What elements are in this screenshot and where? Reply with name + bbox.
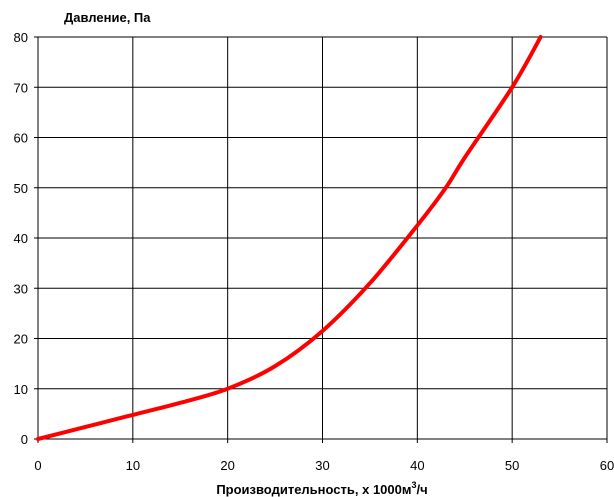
- x-tick-label-5: 50: [505, 458, 519, 473]
- x-axis-title-superscript: 3: [411, 480, 416, 490]
- y-tick-label-5: 50: [14, 181, 28, 196]
- y-tick-label-1: 10: [14, 382, 28, 397]
- y-tick-label-2: 20: [14, 332, 28, 347]
- y-tick-label-6: 60: [14, 131, 28, 146]
- x-tick-label-3: 30: [315, 458, 329, 473]
- x-axis-title-suffix: /ч: [417, 482, 428, 497]
- y-axis-title: Давление, Па: [64, 10, 151, 25]
- x-axis-title-main: Производительность, х 1000м: [216, 482, 411, 497]
- x-tick-labels: 0 10 20 30 40 50 60: [34, 439, 614, 473]
- series-line-0: [36, 35, 543, 441]
- x-tick-label-4: 40: [410, 458, 424, 473]
- y-tick-label-4: 40: [14, 231, 28, 246]
- x-tick-label-1: 10: [126, 458, 140, 473]
- x-tick-label-2: 20: [220, 458, 234, 473]
- series-group: [36, 35, 543, 441]
- y-tick-label-3: 30: [14, 281, 28, 296]
- y-tick-label-0: 0: [21, 432, 28, 447]
- y-tick-label-8: 80: [14, 30, 28, 45]
- y-tick-label-7: 70: [14, 80, 28, 95]
- x-axis-title: Производительность, х 1000м3/ч: [216, 480, 427, 497]
- x-tick-label-0: 0: [34, 458, 41, 473]
- x-tick-label-6: 60: [600, 458, 614, 473]
- y-tick-labels: 0 10 20 30 40 50 60 70 80: [14, 30, 38, 447]
